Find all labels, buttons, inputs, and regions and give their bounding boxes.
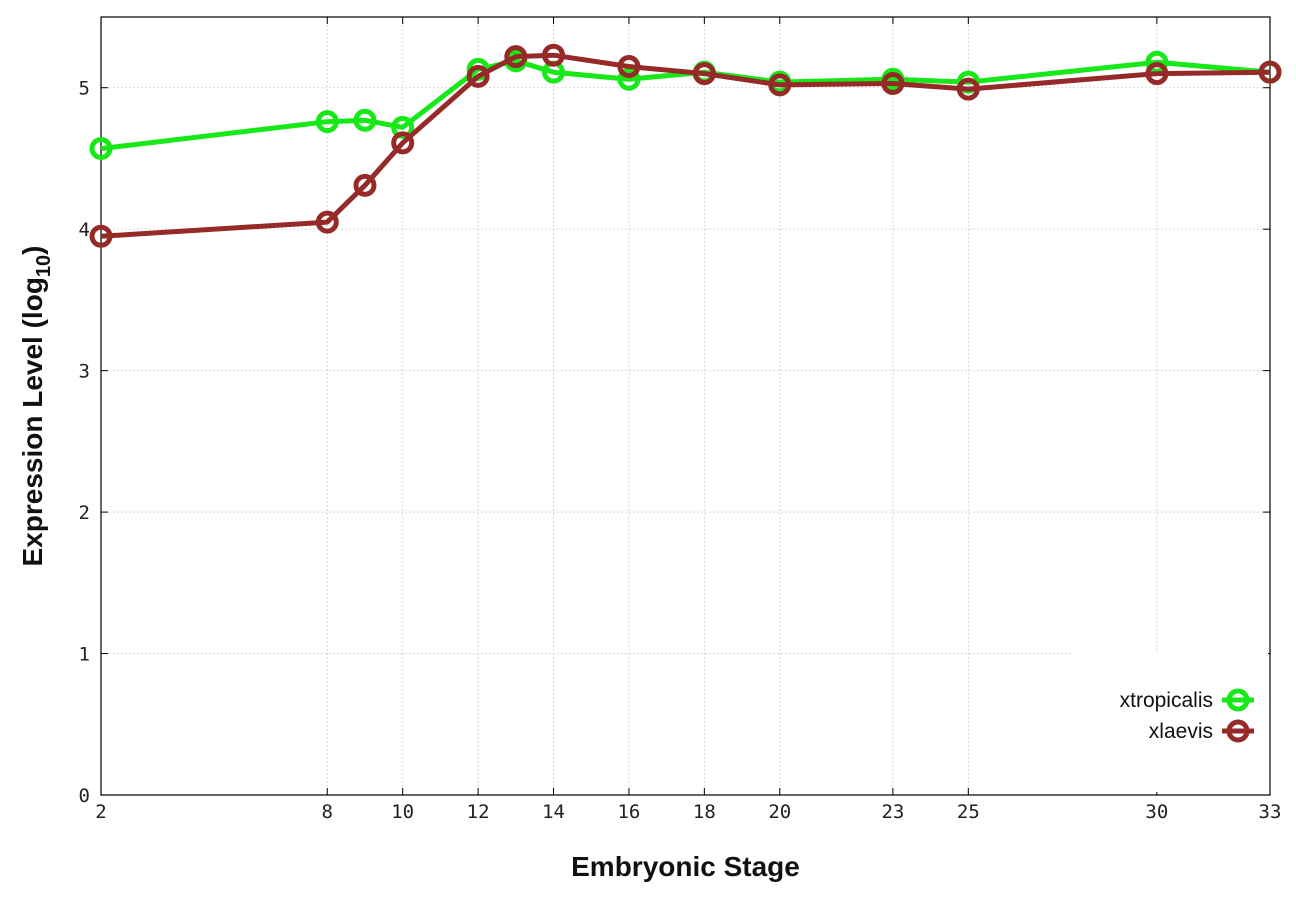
legend-marker (1226, 719, 1250, 743)
y-tick-label: 1 (79, 644, 90, 666)
x-tick-label: 2 (95, 801, 106, 823)
y-axis-title-subscript: 10 (33, 255, 55, 277)
legend-label: xtropicalis (1120, 689, 1213, 712)
data-point (617, 67, 641, 91)
data-point (542, 43, 566, 67)
x-axis-title: Embryonic Stage (571, 851, 800, 882)
data-point (353, 173, 377, 197)
plot-frame (100, 16, 1271, 796)
y-tick-label: 3 (79, 361, 90, 383)
x-tick-label: 23 (881, 801, 904, 823)
x-tick-label: 30 (1145, 801, 1168, 823)
x-tick-label: 8 (322, 801, 333, 823)
x-tick-label: 33 (1259, 801, 1282, 823)
x-tick-label: 14 (542, 801, 565, 823)
legend-label: xlaevis (1149, 720, 1213, 743)
series-line (100, 52, 1271, 239)
series-xlaevis (89, 43, 1282, 248)
grid-layer (101, 17, 1270, 795)
data-point (881, 71, 905, 95)
legend-item-xlaevis: xlaevis (1149, 719, 1254, 743)
data-point (89, 224, 113, 248)
y-axis-title-main: Expression Level (log (17, 277, 48, 566)
data-point (768, 73, 792, 97)
y-axis-title-close: ) (17, 246, 48, 255)
y-axis-title: Expression Level (log10) (17, 246, 55, 567)
x-tick-label: 10 (391, 801, 414, 823)
series-xtropicalis (89, 49, 1282, 161)
legend-marker (1226, 688, 1250, 712)
x-tick-label: 25 (957, 801, 980, 823)
y-tick-label: 5 (79, 78, 90, 100)
x-tick-label: 20 (768, 801, 791, 823)
series-layer (89, 43, 1282, 248)
series-line (100, 58, 1271, 152)
x-tick-label: 12 (467, 801, 490, 823)
x-tick-label: 16 (617, 801, 640, 823)
data-point (315, 210, 339, 234)
data-point (692, 62, 716, 86)
data-point (391, 131, 415, 155)
data-point (353, 108, 377, 132)
data-point (956, 77, 980, 101)
data-point (1258, 60, 1282, 84)
y-tick-label: 0 (79, 785, 90, 807)
data-point (1145, 62, 1169, 86)
y-tick-label: 4 (79, 219, 90, 241)
data-point (466, 64, 490, 88)
legend: xtropicalis xlaevis (1072, 652, 1268, 792)
data-point (617, 55, 641, 79)
data-point (315, 110, 339, 134)
y-tick-label: 2 (79, 502, 90, 524)
x-tick-label: 18 (693, 801, 716, 823)
data-point (89, 137, 113, 161)
legend-item-xtropicalis: xtropicalis (1120, 688, 1254, 712)
data-point (504, 45, 528, 69)
